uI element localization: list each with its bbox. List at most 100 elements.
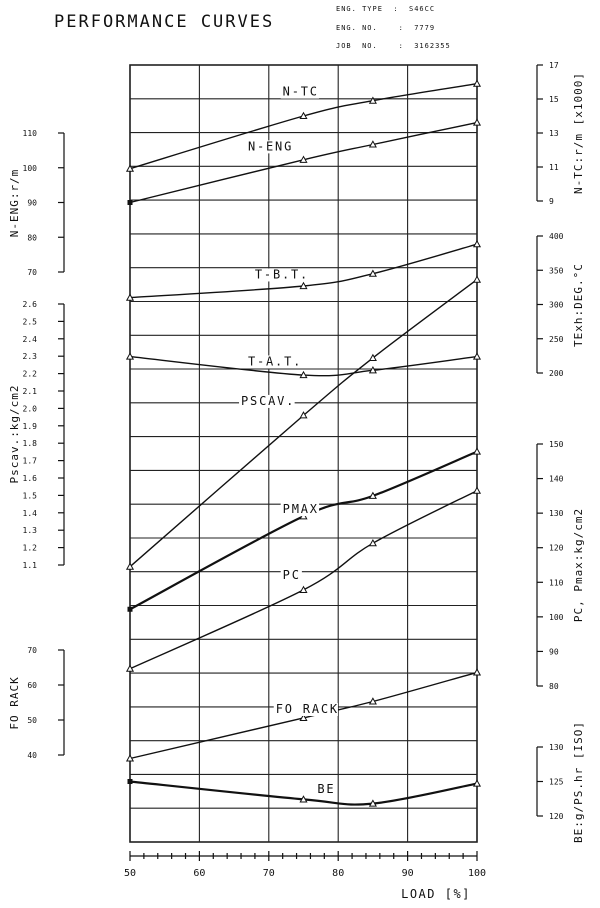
y-tick-label: 250 — [549, 335, 564, 344]
data-point — [299, 370, 308, 379]
y-tick-label: 11 — [549, 163, 559, 172]
y-tick-label: 17 — [549, 61, 559, 70]
data-point — [125, 562, 135, 570]
series-line-t-b-t — [129, 243, 478, 299]
series-label-pmax: PMAX — [283, 502, 319, 516]
series-label-n-tc: N-TC — [283, 85, 319, 99]
y-tick-label: 2.2 — [23, 370, 38, 379]
series-label-background — [280, 85, 320, 99]
y-axis-fo_rack — [58, 649, 65, 756]
series-fo-rack: FO RACK — [125, 668, 482, 762]
data-point — [127, 200, 133, 205]
x-tick-label: 100 — [468, 868, 486, 879]
data-point — [472, 779, 482, 787]
y-tick-label: 60 — [27, 681, 37, 690]
engine-number-label: ENG. NO. : 7779 — [336, 24, 436, 32]
series-pscav: PSCAV. — [125, 275, 482, 570]
data-point — [472, 118, 482, 126]
x-tick-label: 70 — [263, 868, 275, 879]
y-axis-label: N-TC:r/m [x1000] — [572, 72, 585, 194]
y-tick-label: 120 — [549, 812, 564, 821]
series-pmax: PMAX — [127, 447, 482, 612]
data-point — [299, 281, 308, 290]
data-point — [368, 140, 377, 148]
y-axis-pscav — [58, 303, 65, 566]
y-tick-label: 2.4 — [23, 335, 38, 344]
data-point — [299, 411, 308, 419]
x-axis-label: LOAD [%] — [401, 887, 471, 901]
y-tick-label: 130 — [549, 743, 564, 752]
x-tick-label: 50 — [124, 868, 136, 879]
data-point — [125, 754, 135, 762]
y-tick-label: 15 — [549, 95, 559, 104]
y-tick-label: 50 — [27, 716, 37, 725]
y-tick-label: 90 — [549, 647, 559, 656]
y-tick-label: 1.3 — [23, 526, 38, 535]
x-axis — [129, 851, 478, 861]
series-t-b-t: T-B.T. — [125, 239, 482, 301]
data-point — [299, 795, 308, 803]
data-point — [125, 293, 135, 301]
series-n-eng: N-ENG — [127, 118, 482, 205]
y-tick-label: 110 — [23, 129, 38, 138]
series-label-background — [245, 140, 293, 154]
y-tick-label: 2.1 — [23, 387, 38, 396]
y-tick-label: 1.8 — [23, 439, 38, 448]
y-tick-label: 9 — [549, 197, 554, 206]
y-tick-label: 100 — [23, 164, 38, 173]
series-label-pscav: PSCAV. — [241, 394, 295, 408]
data-point — [368, 269, 377, 277]
series-label-background — [273, 703, 338, 716]
y-tick-label: 1.5 — [23, 491, 38, 500]
data-point — [368, 697, 377, 705]
y-tick-label: 2.0 — [23, 404, 38, 413]
series-label-background — [252, 268, 309, 282]
engine-type-label: ENG. TYPE : S46CC — [336, 5, 436, 13]
y-tick-label: 40 — [27, 751, 37, 760]
data-point — [472, 668, 482, 676]
data-point — [125, 164, 135, 172]
series-label-t-a-t: T-A.T. — [248, 354, 302, 368]
data-point — [299, 111, 308, 120]
data-point — [125, 352, 135, 360]
y-tick-label: 13 — [549, 129, 559, 138]
series-label-background — [239, 394, 295, 408]
y-axis-label: Pscav.:kg/cm2 — [8, 384, 21, 483]
y-tick-label: 400 — [549, 232, 564, 241]
series-line-n-eng — [129, 121, 478, 204]
y-tick-label: 100 — [549, 613, 564, 622]
series-line-pscav — [129, 279, 478, 568]
data-point — [472, 79, 482, 87]
series-label-fo-rack: FO RACK — [276, 702, 339, 716]
y-tick-label: 130 — [549, 509, 564, 518]
series-line-pc — [129, 490, 478, 670]
y-tick-label: 80 — [27, 233, 37, 242]
data-point — [368, 96, 377, 104]
x-tick-label: 80 — [332, 868, 344, 879]
job-number-label: JOB NO. : 3162355 — [336, 42, 451, 50]
data-point — [472, 352, 482, 360]
data-point — [299, 585, 308, 593]
chart-title: PERFORMANCE CURVES — [54, 12, 275, 32]
y-tick-label: 1.7 — [23, 457, 38, 466]
x-tick-label: 90 — [402, 868, 414, 879]
series-be: BE — [127, 779, 482, 807]
data-point — [368, 366, 377, 374]
y-tick-label: 120 — [549, 544, 564, 553]
y-tick-label: 1.1 — [23, 561, 38, 570]
series-label-background — [280, 503, 320, 517]
series-label-background — [315, 783, 337, 797]
x-tick-label: 60 — [193, 868, 205, 879]
y-tick-label: 140 — [549, 475, 564, 484]
y-axis-n_tc — [536, 64, 543, 202]
data-point — [472, 486, 482, 494]
y-axis-texh — [536, 235, 543, 374]
series-label-t-b-t: T-B.T. — [255, 267, 309, 281]
y-tick-label: 1.6 — [23, 474, 38, 483]
y-tick-label: 80 — [549, 682, 559, 691]
y-axis-label: FO RACK — [8, 676, 21, 729]
series-line-t-a-t — [129, 355, 478, 377]
series-n-tc: N-TC — [125, 79, 482, 172]
y-tick-label: 1.2 — [23, 544, 38, 553]
y-tick-label: 1.4 — [23, 509, 38, 518]
